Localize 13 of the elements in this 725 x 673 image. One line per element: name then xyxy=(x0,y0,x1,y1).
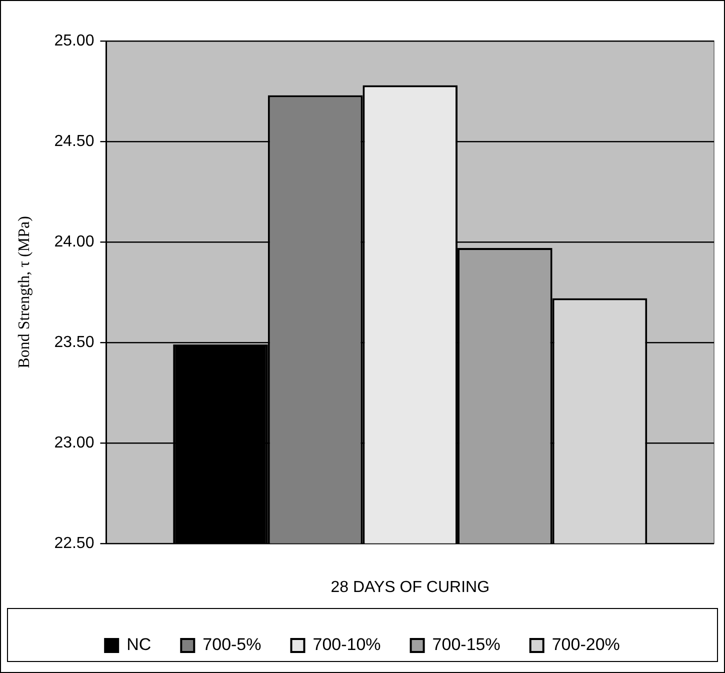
y-tick-label: 24.50 xyxy=(54,132,94,150)
y-tick-label: 23.00 xyxy=(54,434,94,452)
y-axis-title: Bond Strength, τ (MPa) xyxy=(16,216,33,368)
legend-label: 700-10% xyxy=(312,635,381,654)
y-tick-label: 25.00 xyxy=(54,32,94,50)
legend-label: 700-20% xyxy=(552,635,620,654)
y-tick-label: 24.00 xyxy=(54,233,94,250)
y-tick-label: 22.50 xyxy=(54,534,94,552)
legend-label: NC xyxy=(126,635,152,654)
y-tick-label: 23.50 xyxy=(54,334,94,351)
legend-label: 700-5% xyxy=(202,635,262,654)
legend-label: 700-15% xyxy=(432,635,500,654)
x-axis-title: 28 DAYS OF CURING xyxy=(330,578,490,596)
